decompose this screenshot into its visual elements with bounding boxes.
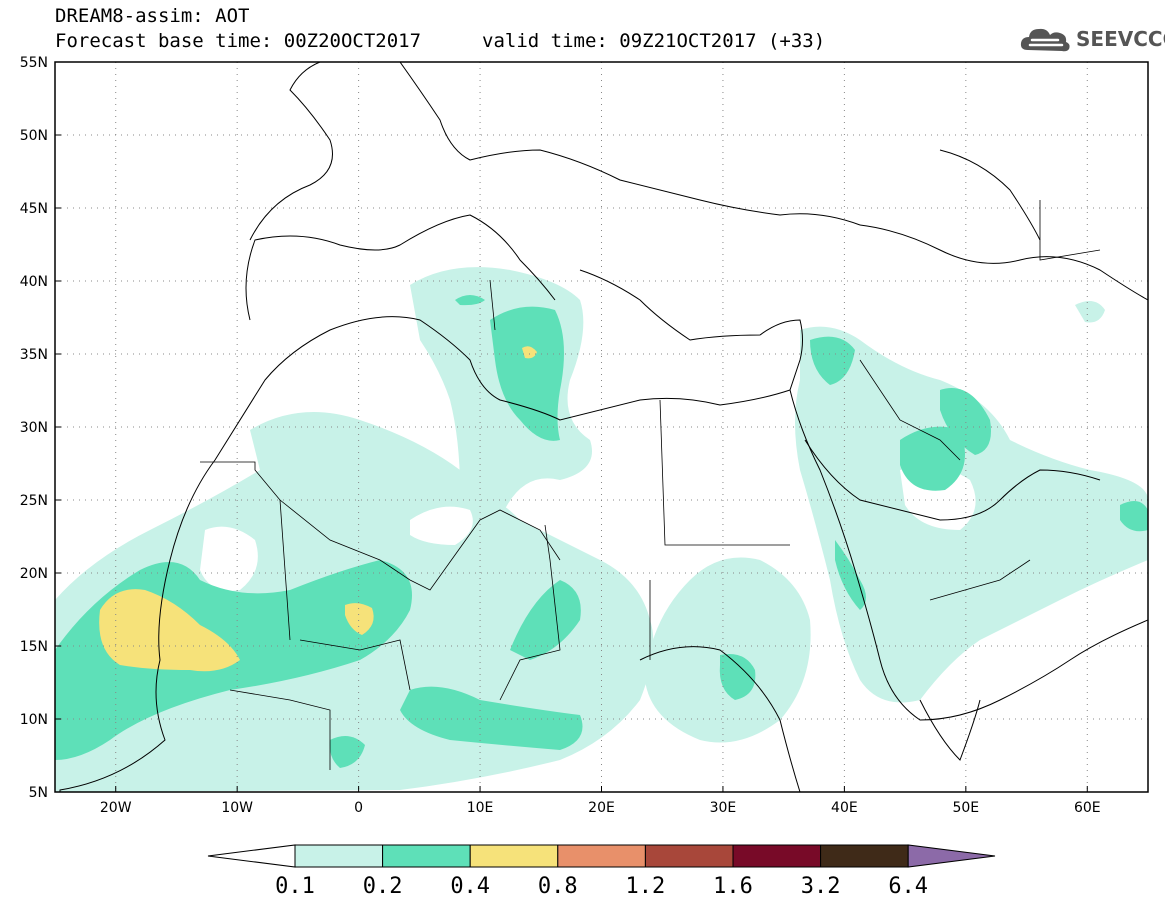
coastlines (59, 62, 1148, 792)
lat-label: 35N (20, 347, 48, 363)
colorbar-box (732, 844, 822, 868)
lon-labels: 20W 10W 0 10E 20E 30E 40E 50E 60E (100, 786, 1101, 816)
colorbar-box (820, 844, 909, 868)
lat-lon-grid (55, 62, 1148, 792)
lat-label: 5N (29, 785, 48, 801)
lat-label: 10N (20, 712, 48, 728)
colorbar-boxes (207, 844, 996, 868)
colorbar-level-label: 1.2 (626, 874, 666, 899)
colorbar-over-arrow (907, 844, 996, 868)
colorbar-box (644, 844, 734, 868)
lat-label: 20N (20, 566, 48, 582)
lon-label: 0 (354, 800, 363, 816)
cloud-icon (1020, 28, 1070, 52)
colorbar-level-label: 3.2 (801, 874, 841, 899)
colorbar-labels: 0.1 0.2 0.4 0.8 1.2 1.6 3.2 6.4 (275, 874, 928, 899)
colorbar-under-arrow (207, 844, 296, 868)
valid-time: valid time: 09Z21OCT2017 (+33) (482, 30, 826, 52)
lat-label: 25N (20, 493, 48, 509)
colorbar-box (382, 844, 471, 868)
colorbar-level-label: 1.6 (713, 874, 753, 899)
lat-label: 50N (20, 128, 48, 144)
logo-text: SEEVCCC (1076, 27, 1165, 51)
lon-label: 40E (831, 800, 858, 816)
lat-label: 40N (20, 274, 48, 290)
lat-label: 55N (20, 55, 48, 71)
lon-label: 20E (588, 800, 615, 816)
lon-label: 10E (467, 800, 494, 816)
aot-level-0-4 (99, 346, 537, 672)
borders (200, 200, 1101, 770)
lon-label: 10W (221, 800, 253, 816)
lon-label: 50E (952, 800, 979, 816)
seevccc-logo: SEEVCCC (1018, 24, 1165, 54)
lon-label: 30E (710, 800, 737, 816)
colorbar-box (294, 844, 384, 868)
colorbar-level-label: 0.8 (538, 874, 578, 899)
colorbar-level-label: 6.4 (888, 874, 928, 899)
lat-label: 30N (20, 420, 48, 436)
colorbar-box (469, 844, 559, 868)
colorbar-level-label: 0.4 (450, 874, 490, 899)
map-title: DREAM8-assim: AOT (55, 5, 250, 27)
colorbar-level-label: 0.1 (275, 874, 315, 899)
lat-labels: 55N 50N 45N 40N 35N 30N 25N 20N 15N 10N 5N (20, 55, 61, 801)
lon-label: 60E (1074, 800, 1101, 816)
lat-label: 45N (20, 201, 48, 217)
forecast-base-time: Forecast base time: 00Z20OCT2017 (55, 30, 422, 52)
lat-label: 15N (20, 639, 48, 655)
colorbar-level-label: 0.2 (363, 874, 403, 899)
colorbar-box (557, 844, 646, 868)
lon-label: 20W (100, 800, 132, 816)
aot-fields (55, 267, 1148, 792)
